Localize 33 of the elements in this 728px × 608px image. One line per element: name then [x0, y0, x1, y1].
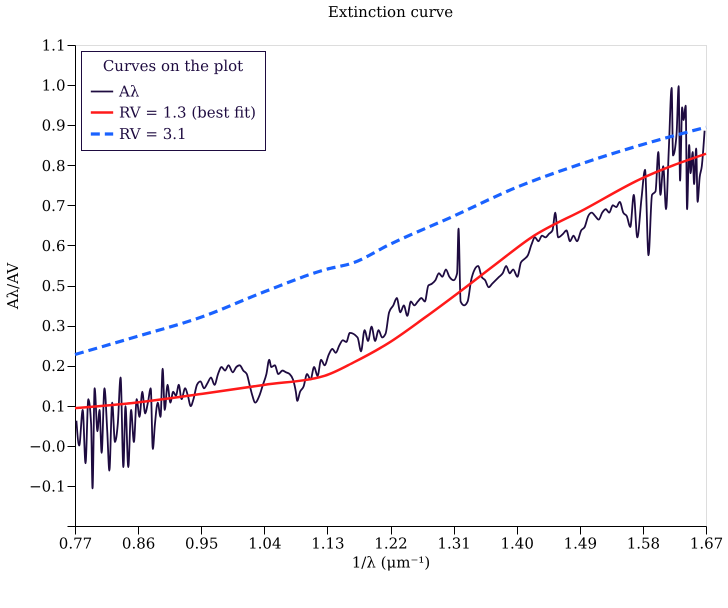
y-tick-label: 0.8 — [42, 156, 66, 175]
x-tick-label: 0.86 — [122, 534, 156, 552]
y-tick-label: 0.5 — [42, 277, 66, 295]
y-tick-label: 0.1 — [42, 397, 66, 416]
x-tick-label: 1.58 — [626, 534, 660, 552]
legend-label: Aλ — [118, 82, 140, 100]
line-series — [73, 126, 708, 356]
y-tick-label: 1.0 — [42, 76, 66, 95]
line-series — [74, 152, 708, 410]
y-tick-label: 0.9 — [42, 116, 66, 135]
y-tick-label: 0.2 — [42, 357, 66, 376]
x-tick-label: 0.95 — [184, 534, 218, 552]
legend-label: RV = 1.3 (best fit) — [119, 104, 256, 122]
y-tick-label: 1.1 — [42, 36, 66, 54]
x-tick-label: 1.22 — [374, 534, 408, 552]
x-tick-label: 1.40 — [500, 534, 534, 552]
y-tick-label: 0.7 — [42, 196, 66, 215]
x-tick-label: 0.77 — [58, 534, 92, 552]
chart-title: Extinction curve — [328, 3, 454, 21]
x-tick-label: 1.67 — [690, 534, 724, 552]
legend-title: Curves on the plot — [102, 57, 244, 75]
y-tick-label: −0.0 — [29, 437, 66, 456]
x-tick-label: 1.31 — [437, 534, 471, 552]
x-tick-label: 1.49 — [564, 534, 598, 552]
x-tick-label: 1.13 — [311, 534, 345, 552]
legend-label: RV = 3.1 — [119, 125, 187, 143]
x-axis-title: 1/λ (μm⁻¹) — [352, 554, 430, 572]
y-axis-title: Aλ/AV — [4, 262, 22, 310]
y-tick-label: −0.1 — [29, 477, 66, 496]
x-tick-label: 1.04 — [248, 534, 282, 552]
line-series — [76, 85, 706, 490]
y-tick-label: 0.6 — [42, 236, 66, 255]
y-tick-label: 0.3 — [42, 317, 66, 336]
